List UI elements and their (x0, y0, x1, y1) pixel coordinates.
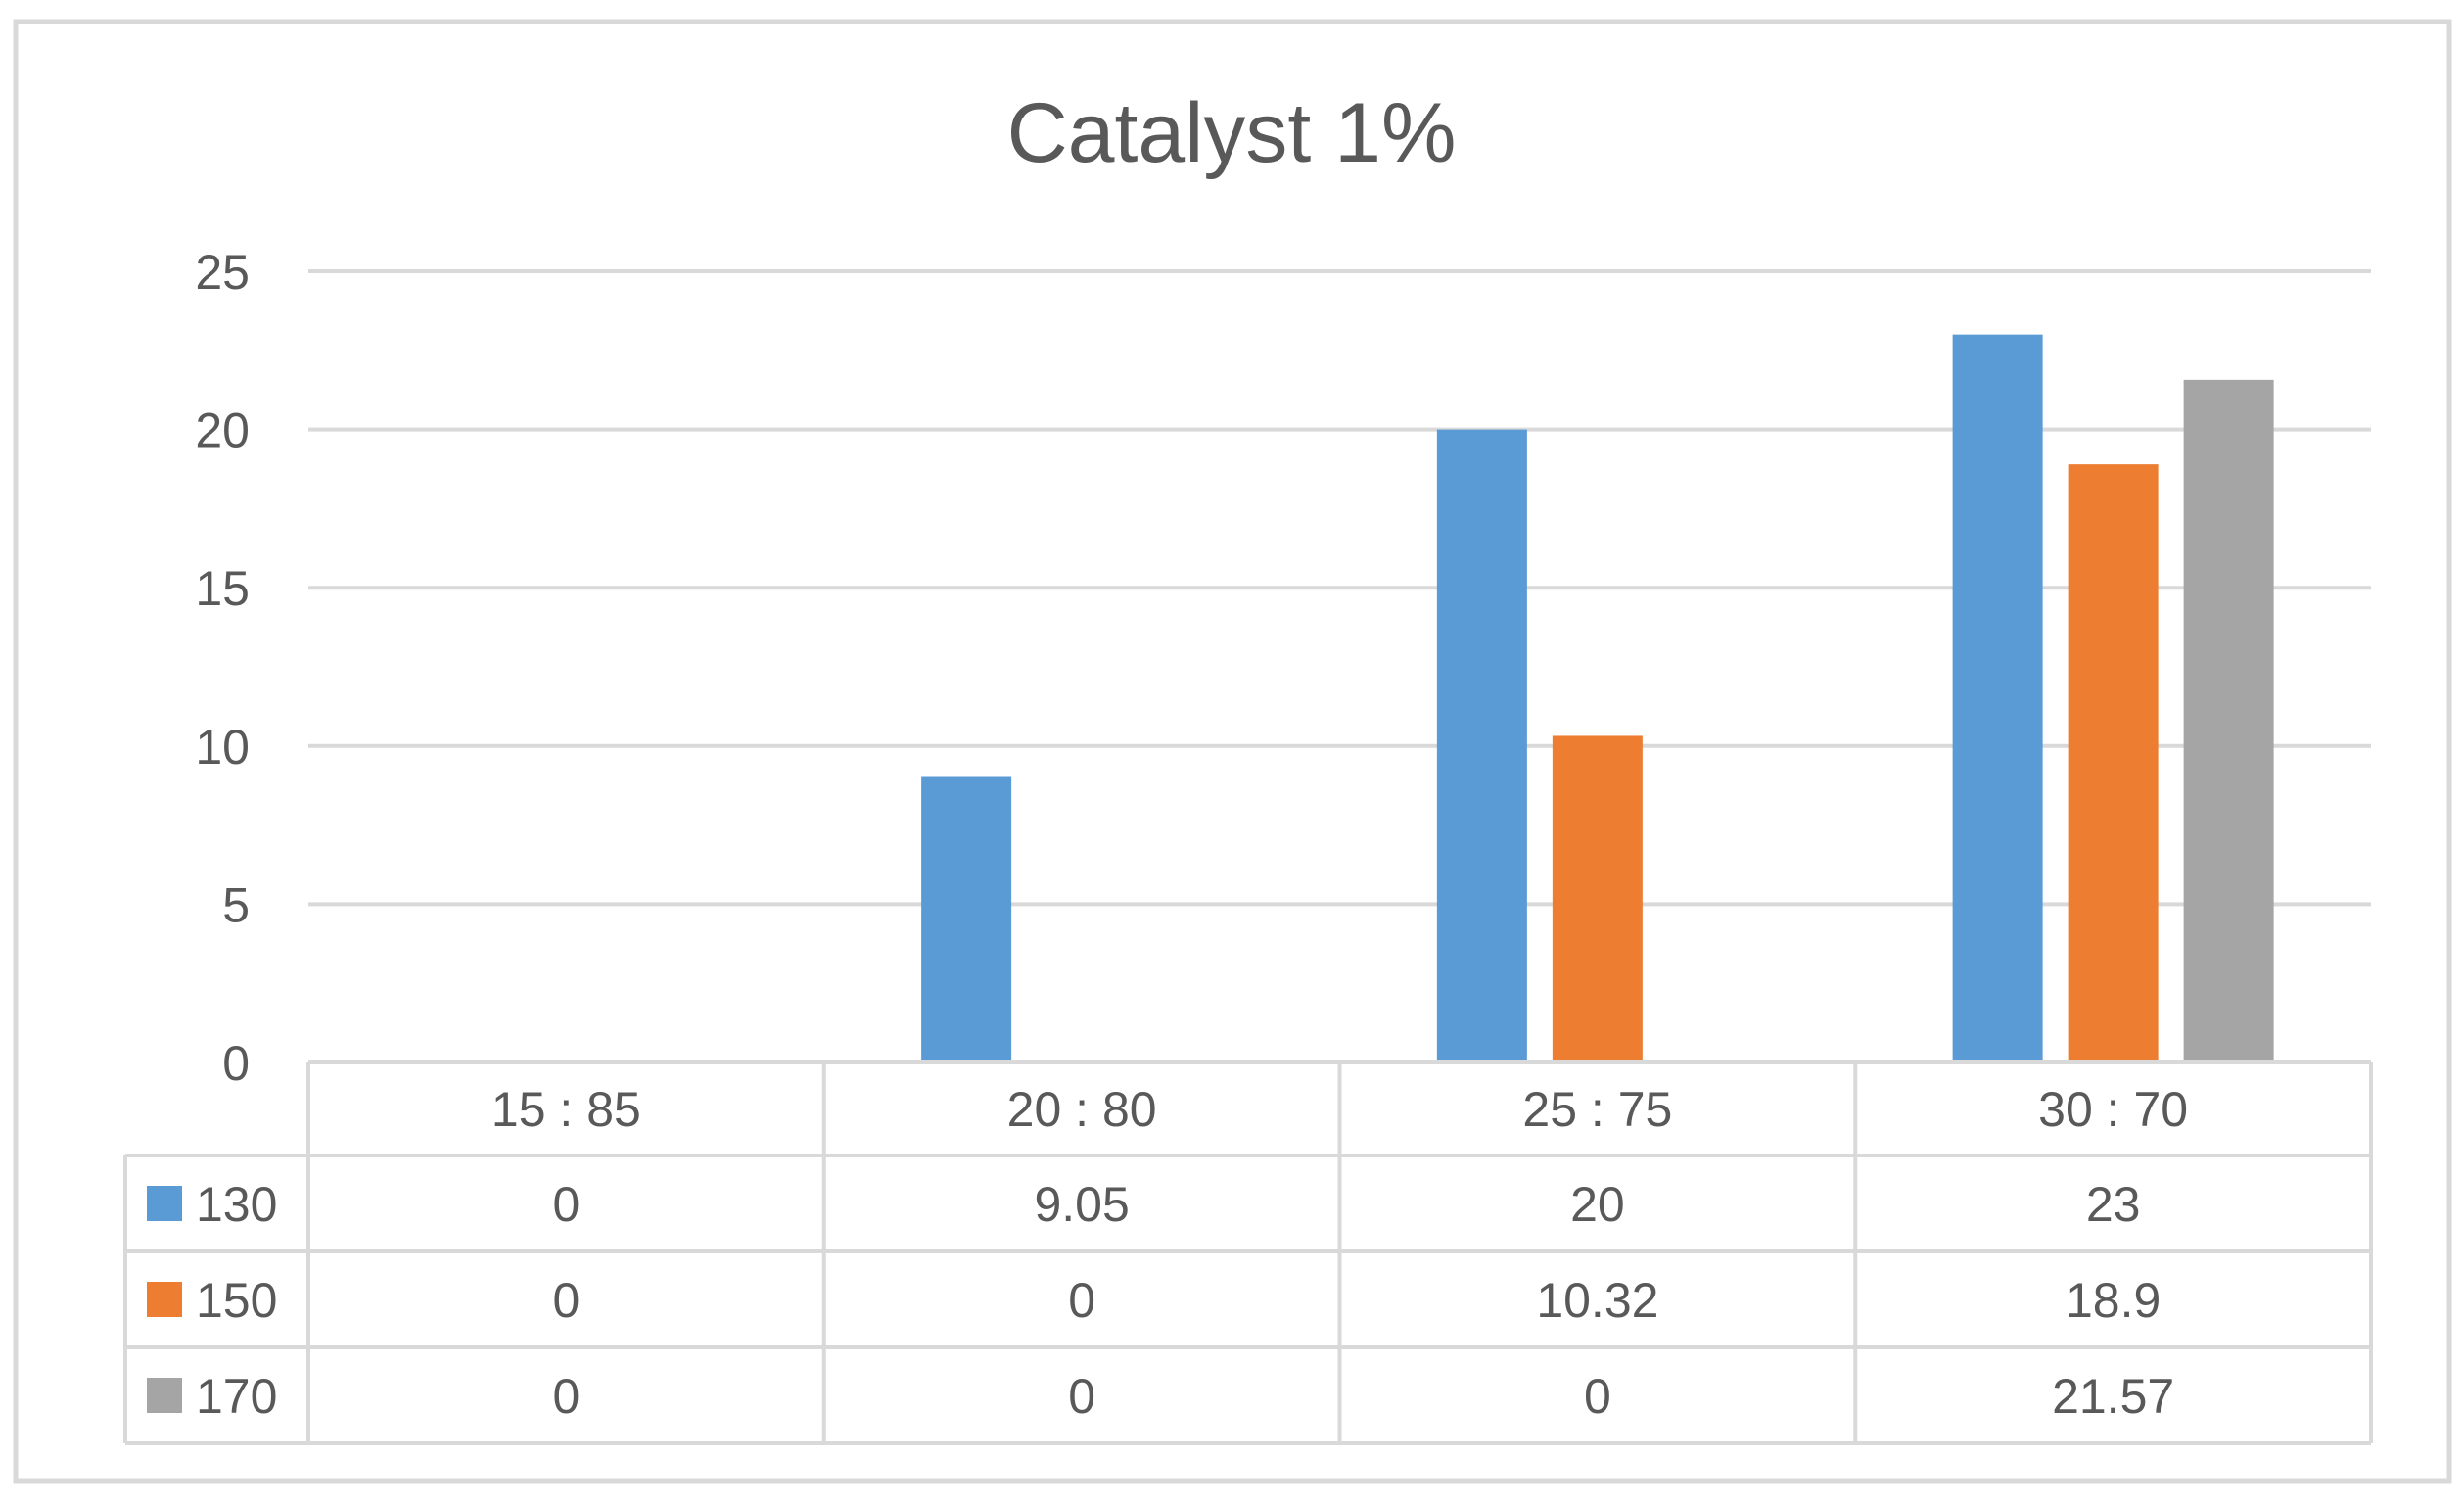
x-category-label: 30 : 70 (2038, 1082, 2188, 1137)
bar (921, 776, 1012, 1062)
y-tick-label: 0 (222, 1036, 250, 1091)
data-table-value: 21.57 (2052, 1369, 2174, 1424)
bar (1552, 735, 1643, 1062)
bar (2068, 464, 2159, 1063)
chart-title: Catalyst 1% (1007, 86, 1457, 180)
x-category-label: 20 : 80 (1007, 1082, 1157, 1137)
bar (1952, 334, 2043, 1062)
data-table: 15 : 85 20 : 80 25 : 75 30 : 70 130 0 9.05 20 23… (123, 1060, 2373, 1445)
y-tick-label: 20 (195, 403, 250, 458)
data-table-value: 10.32 (1536, 1273, 1658, 1328)
legend-label: 150 (196, 1273, 277, 1328)
bars (921, 334, 2274, 1063)
bar (2183, 379, 2274, 1062)
data-table-value: 9.05 (1034, 1177, 1129, 1232)
legend-swatch (147, 1282, 182, 1317)
data-table-value: 0 (1584, 1369, 1611, 1424)
data-table-value: 20 (1570, 1177, 1625, 1232)
legend-label: 170 (196, 1369, 277, 1424)
data-table-value: 23 (2086, 1177, 2141, 1232)
chart-border (13, 19, 2452, 1484)
y-tick-label: 15 (195, 561, 250, 616)
data-table-value: 0 (552, 1369, 580, 1424)
legend-swatch (147, 1186, 182, 1221)
data-table-value: 0 (1068, 1273, 1095, 1328)
data-table-value: 0 (552, 1273, 580, 1328)
data-table-value: 0 (1068, 1369, 1095, 1424)
y-tick-label: 10 (195, 720, 250, 775)
x-category-label: 25 : 75 (1522, 1082, 1672, 1137)
y-tick-label: 25 (195, 245, 250, 300)
x-category-label: 15 : 85 (491, 1082, 641, 1137)
data-table-value: 0 (552, 1177, 580, 1232)
data-table-value: 18.9 (2066, 1273, 2161, 1328)
legend-label: 130 (196, 1177, 277, 1232)
y-axis-ticks: 0 5 10 15 20 25 (195, 245, 250, 1091)
bar (1436, 429, 1527, 1063)
y-tick-label: 5 (222, 877, 250, 932)
legend-swatch (147, 1378, 182, 1413)
